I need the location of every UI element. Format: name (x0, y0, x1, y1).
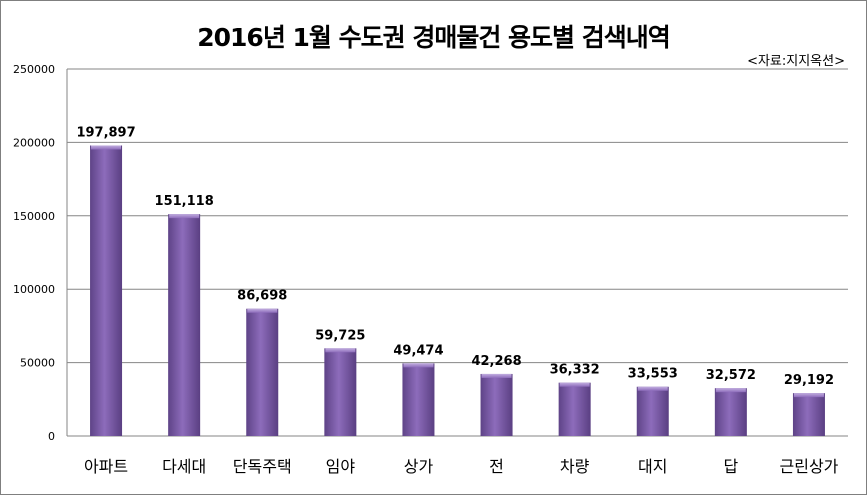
chart-title: 2016년 1월 수도권 경매물건 용도별 검색내역 (197, 23, 671, 52)
bar-cap (559, 382, 590, 387)
y-tick-label: 100000 (13, 283, 55, 296)
bar (246, 308, 279, 436)
x-tick-label: 답 (723, 457, 738, 476)
data-label: 36,332 (550, 363, 600, 378)
data-label: 32,572 (706, 368, 756, 383)
data-label: 33,553 (628, 367, 678, 382)
bar (480, 373, 513, 436)
x-tick-label: 대지 (638, 457, 667, 476)
bar-cap (91, 145, 122, 150)
bar-cap (169, 214, 200, 219)
x-tick-label: 다세대 (162, 457, 206, 476)
bar (168, 214, 201, 436)
x-tick-label: 근린상가 (780, 457, 839, 476)
x-tick-label: 단독주택 (233, 457, 292, 476)
x-tick-label: 아파트 (84, 457, 128, 476)
y-tick-label: 150000 (13, 210, 55, 223)
y-tick-label: 200000 (13, 136, 55, 149)
bar (792, 393, 825, 436)
data-label: 49,474 (393, 343, 443, 358)
y-tick-label: 50000 (20, 357, 55, 370)
bar-cap (793, 393, 824, 398)
bar (402, 363, 435, 436)
data-label: 151,118 (155, 194, 214, 209)
data-label: 59,725 (315, 328, 365, 343)
x-tick-label: 차량 (560, 457, 590, 476)
x-tick-label: 상가 (404, 457, 434, 476)
bar (324, 348, 357, 436)
bar (90, 145, 123, 437)
source-note: <자료:지지옥션> (747, 54, 845, 69)
x-tick-label: 임야 (326, 457, 356, 476)
bar-cap (247, 308, 278, 313)
bar-cap (325, 348, 356, 353)
bar (714, 388, 747, 436)
bar-cap (403, 363, 434, 368)
y-tick-label: 0 (48, 430, 55, 443)
bar-cap (637, 386, 668, 391)
bar (636, 386, 669, 436)
data-label: 197,897 (76, 125, 135, 140)
data-label: 42,268 (471, 354, 521, 369)
x-tick-label: 전 (489, 457, 504, 476)
bar-cap (715, 388, 746, 393)
y-tick-label: 250000 (13, 63, 55, 76)
bar (558, 382, 591, 436)
bar-cap (481, 373, 512, 378)
data-label: 29,192 (784, 373, 834, 388)
data-label: 86,698 (237, 289, 287, 304)
